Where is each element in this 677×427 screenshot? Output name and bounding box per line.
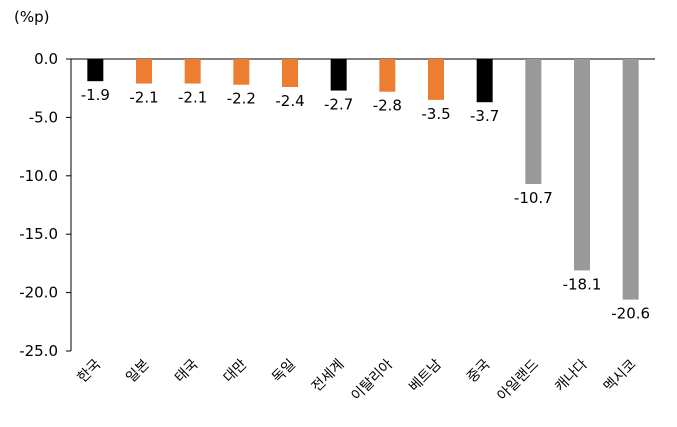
- bar-4: [233, 59, 250, 85]
- category-label-4: 대만: [221, 356, 251, 386]
- y-tick-label: -10.0: [19, 167, 58, 185]
- value-label-2: -2.1: [129, 89, 158, 107]
- y-tick-label: 0.0: [34, 50, 58, 68]
- value-label-1: -1.9: [81, 86, 110, 104]
- value-label-6: -2.7: [324, 96, 353, 114]
- bar-7: [379, 59, 396, 92]
- bar-6: [330, 59, 347, 91]
- category-label-12: 멕시코: [601, 356, 640, 395]
- bar-1: [87, 59, 104, 82]
- category-label-9: 중국: [464, 356, 494, 386]
- bar-3: [184, 59, 201, 84]
- bar-11: [574, 59, 590, 271]
- value-label-10: -10.7: [514, 189, 553, 207]
- y-tick-label: -15.0: [19, 225, 58, 243]
- y-axis-unit-label: (%p): [14, 8, 50, 26]
- category-label-8: 베트남: [406, 356, 445, 395]
- category-label-10: 아일랜드: [494, 356, 542, 404]
- y-tick-label: -20.0: [19, 284, 58, 302]
- bar-9: [476, 59, 493, 103]
- value-label-8: -3.5: [421, 105, 450, 123]
- value-label-4: -2.2: [227, 90, 256, 108]
- value-label-5: -2.4: [275, 92, 304, 110]
- value-label-3: -2.1: [178, 89, 207, 107]
- bar-5: [282, 59, 298, 88]
- bar-10: [525, 59, 542, 184]
- y-tick-label: -25.0: [19, 342, 58, 360]
- bar-8: [428, 59, 444, 100]
- y-tick-label: -5.0: [29, 108, 58, 126]
- category-label-1: 한국: [75, 356, 105, 386]
- category-label-5: 독일: [269, 357, 299, 387]
- value-label-12: -20.6: [611, 305, 650, 323]
- bar-2: [136, 59, 152, 84]
- category-label-11: 캐나다: [552, 356, 591, 395]
- value-label-11: -18.1: [563, 275, 602, 293]
- bar-12: [622, 59, 639, 300]
- category-label-7: 이탈리아: [348, 356, 396, 404]
- category-label-3: 태국: [172, 356, 202, 386]
- category-label-2: 일본: [123, 356, 153, 386]
- value-label-7: -2.8: [373, 97, 402, 115]
- value-label-9: -3.7: [470, 107, 499, 125]
- category-label-6: 전세계: [309, 357, 348, 396]
